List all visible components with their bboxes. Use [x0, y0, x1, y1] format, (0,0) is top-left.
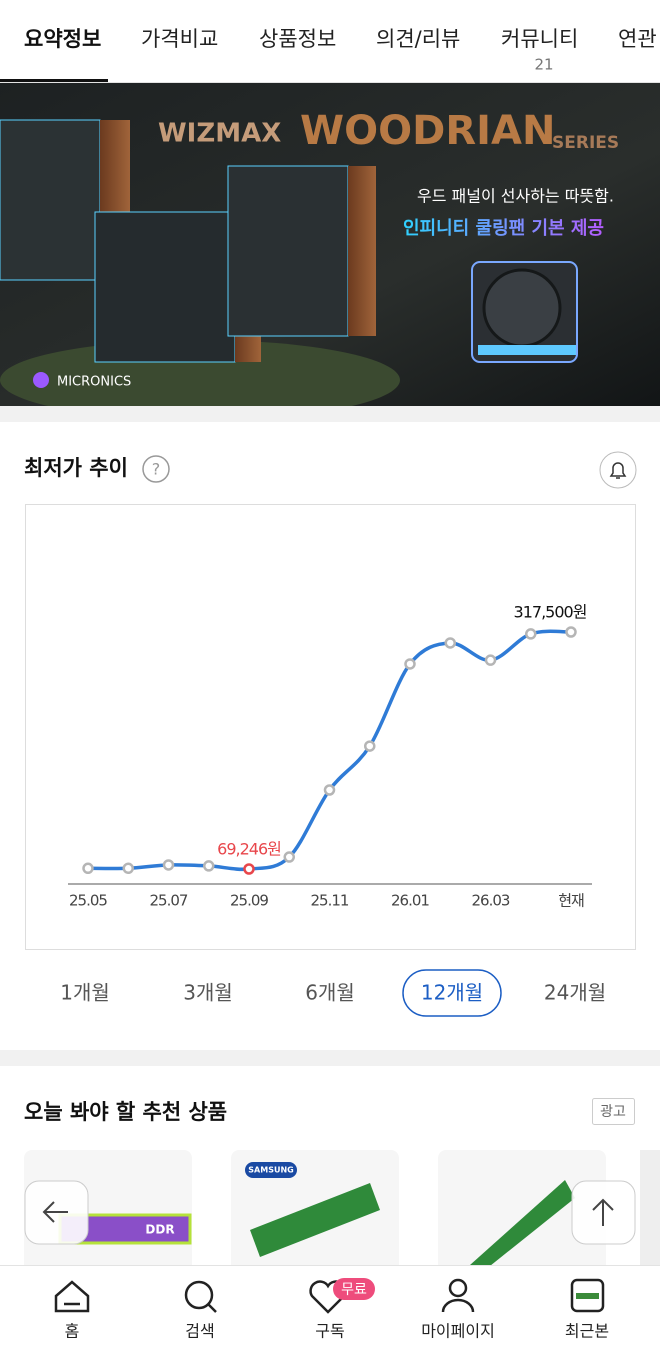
tab-label: 커뮤니티 [501, 27, 578, 51]
tab-count: 21 [534, 56, 553, 74]
x-tick-label: 25.09 [230, 892, 268, 910]
case [94, 211, 236, 363]
range-option[interactable]: 12개월 [402, 969, 502, 1017]
price-point [484, 654, 497, 666]
range-option[interactable]: 6개월 [305, 981, 355, 1005]
range-label: 24개월 [544, 981, 606, 1005]
help-icon[interactable] [142, 455, 170, 483]
price-point [444, 637, 456, 649]
value-label: 69,246원 [217, 840, 281, 859]
case [0, 119, 101, 281]
price-point [283, 851, 295, 863]
product-image-text: DDR [145, 1223, 174, 1237]
price-point [122, 862, 134, 875]
chart: 25.05 25.07 25.09 25.11 26.01 26.03 현재 69,246원 3… [69, 603, 587, 910]
price-point [323, 784, 336, 796]
range-label: 1개월 [60, 981, 110, 1005]
scroll-top-button[interactable] [571, 1180, 636, 1245]
recent-icon [570, 1278, 605, 1313]
mypage-icon [441, 1278, 475, 1313]
banner-series: WOODRIAN [300, 108, 555, 154]
banner-feature: 인피니티 쿨링팬 기본 제공 [403, 218, 604, 239]
price-point [243, 863, 255, 875]
tab-label: 연관 [618, 27, 657, 51]
nav-label[interactable]: 검색 [185, 1322, 214, 1341]
tab[interactable]: 커뮤니티 21 [501, 27, 578, 74]
nav-label[interactable]: 구독 [315, 1322, 344, 1341]
banner-suffix: SERIES [552, 133, 619, 153]
nav-badge: 무료 [341, 1282, 367, 1298]
nav-label[interactable]: 최근본 [565, 1322, 609, 1341]
alert-button[interactable] [599, 451, 637, 489]
value-label: 317,500원 [514, 603, 587, 622]
nav-label[interactable]: 마이페이지 [421, 1322, 495, 1341]
tab[interactable]: 연관 [618, 27, 657, 51]
range-label: 12개월 [421, 981, 483, 1005]
product-card[interactable]: SAMSUNG [231, 1150, 399, 1280]
product-card[interactable] [438, 1150, 606, 1280]
x-tick-label: 26.01 [391, 892, 429, 910]
price-point [525, 628, 537, 640]
tab-label: 요약정보 [24, 27, 101, 51]
chart-frame [25, 504, 636, 950]
section-gap [0, 406, 660, 422]
price-point [404, 658, 416, 670]
x-tick-label: 현재 [558, 892, 584, 910]
section-title: 오늘 봐야 할 추천 상품 [24, 1100, 227, 1124]
banner-maker: MICRONICS [57, 375, 131, 390]
x-tick-label: 25.05 [69, 892, 107, 910]
product-image-text: SAMSUNG [248, 1166, 293, 1175]
banner[interactable]: WIZMAX WOODRIAN SERIES 우드 패널이 선사하는 따뜻함. … [0, 83, 660, 420]
range-label: 6개월 [305, 981, 355, 1005]
tab-label: 가격비교 [141, 27, 218, 51]
banner-tagline: 우드 패널이 선사하는 따뜻함. [417, 187, 614, 206]
nav-badge-bg [333, 1278, 375, 1300]
price-point [203, 860, 215, 872]
maker-logo [33, 372, 49, 388]
range-option[interactable]: 1개월 [60, 981, 110, 1005]
price-point [364, 740, 376, 752]
tab-label: 의견/리뷰 [376, 27, 460, 51]
x-tick-label: 25.07 [150, 892, 188, 910]
tab[interactable]: 의견/리뷰 [376, 27, 460, 51]
tab[interactable]: 가격비교 [141, 27, 218, 51]
ad-badge-box [592, 1098, 635, 1125]
tab[interactable]: 요약정보 [0, 27, 108, 82]
fan-light [478, 345, 576, 355]
help-icon-text: ? [152, 460, 161, 479]
fan-blade [482, 268, 562, 348]
range-options: 1개월 3개월 6개월 12개월 24개월 [60, 969, 606, 1017]
ad-badge: 광고 [600, 1104, 626, 1120]
range-selected-box [402, 969, 502, 1017]
search-icon [184, 1280, 217, 1313]
tab-label: 상품정보 [259, 27, 336, 51]
range-option[interactable]: 24개월 [544, 981, 606, 1005]
price-point [82, 862, 94, 875]
product-card-peek [640, 1150, 660, 1280]
tab[interactable]: 상품정보 [259, 27, 336, 51]
banner-brand: WIZMAX [158, 119, 281, 149]
nav-label[interactable]: 홈 [65, 1322, 80, 1341]
range-option[interactable]: 3개월 [183, 981, 233, 1005]
price-point [565, 626, 577, 638]
range-label: 3개월 [183, 981, 233, 1005]
case [227, 165, 349, 337]
x-tick-label: 26.03 [472, 892, 510, 910]
case-wood [348, 166, 376, 336]
tab-underline [0, 79, 108, 82]
home-icon [54, 1280, 90, 1313]
section-gap [0, 1050, 660, 1066]
scroll-left-button[interactable] [24, 1180, 89, 1245]
tabs: 요약정보 가격비교 상품정보 의견/리뷰 커뮤니티 21 연관 [0, 27, 657, 82]
section-title: 최저가 추이 [24, 456, 128, 480]
price-point [162, 859, 175, 871]
tab-bar [0, 0, 660, 83]
x-tick-label: 25.11 [311, 892, 349, 910]
